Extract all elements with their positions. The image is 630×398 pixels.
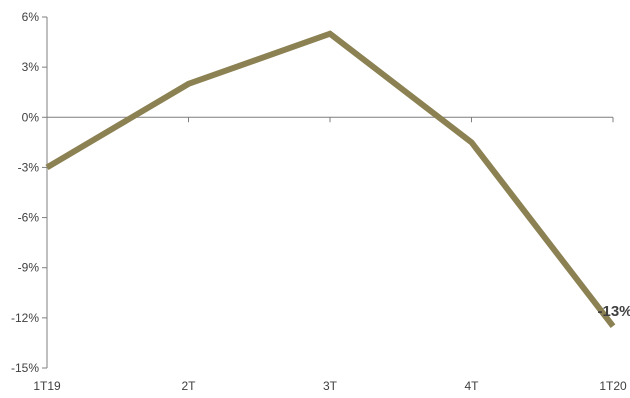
series-line [45, 30, 616, 329]
y-tick-label: -12% [11, 311, 39, 325]
x-tick-label: 3T [323, 379, 338, 393]
y-tick-label: -15% [11, 361, 39, 375]
x-tick-label: 2T [181, 379, 196, 393]
data-label-layer: -13% [597, 303, 630, 320]
x-tick-label: 1T19 [33, 379, 61, 393]
y-axis: 6% 3% 0% -3% -6% -9% -12% -15% [11, 10, 48, 375]
x-tick-label: 1T20 [599, 379, 627, 393]
y-tick-label: -9% [18, 261, 40, 275]
y-tick-label: 0% [22, 110, 40, 124]
series-layer [45, 30, 616, 329]
y-tick-label: 3% [22, 60, 40, 74]
x-tick-label: 4T [464, 379, 479, 393]
y-tick-label: 6% [22, 10, 40, 24]
data-label: -13% [597, 303, 630, 320]
y-tick-label: -3% [18, 160, 40, 174]
y-tick-label: -6% [18, 211, 40, 225]
x-axis: 1T19 2T 3T 4T 1T20 [33, 116, 627, 393]
